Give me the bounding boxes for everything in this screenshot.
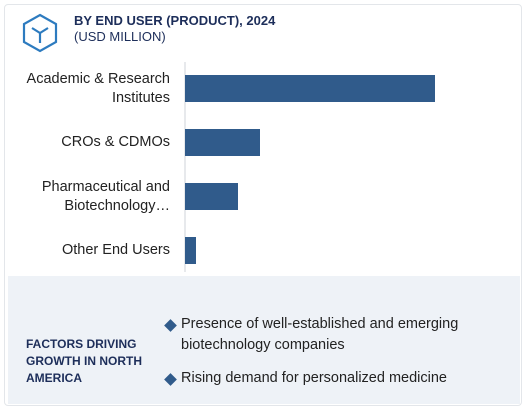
category-text: Pharmaceutical and Biotechnology… xyxy=(41,178,170,214)
factors-panel xyxy=(8,276,520,404)
category-label: Academic & Research Institutes xyxy=(8,69,170,109)
chart-title: BY END USER (PRODUCT), 2024 xyxy=(74,13,276,28)
category-label: Pharmaceutical and Biotechnology… xyxy=(8,177,170,217)
category-label: Other End Users xyxy=(8,231,170,271)
category-label: CROs & CDMOs xyxy=(8,123,170,163)
category-text: CROs & CDMOs xyxy=(61,134,170,150)
bar xyxy=(185,237,196,264)
card xyxy=(4,4,522,406)
bar xyxy=(185,129,260,156)
category-text: Academic & Research Institutes xyxy=(26,70,170,106)
factors-heading: FACTORS DRIVING GROWTH IN NORTH AMERICA xyxy=(26,337,142,385)
factor-item: Presence of well-established and emergin… xyxy=(181,316,459,353)
chart-subtitle: (USD MILLION) xyxy=(74,29,166,44)
header-icon xyxy=(22,13,58,53)
bar xyxy=(185,75,435,102)
bar xyxy=(185,183,238,210)
category-text: Other End Users xyxy=(62,242,170,258)
factor-item: Rising demand for personalized medicine xyxy=(181,370,447,386)
